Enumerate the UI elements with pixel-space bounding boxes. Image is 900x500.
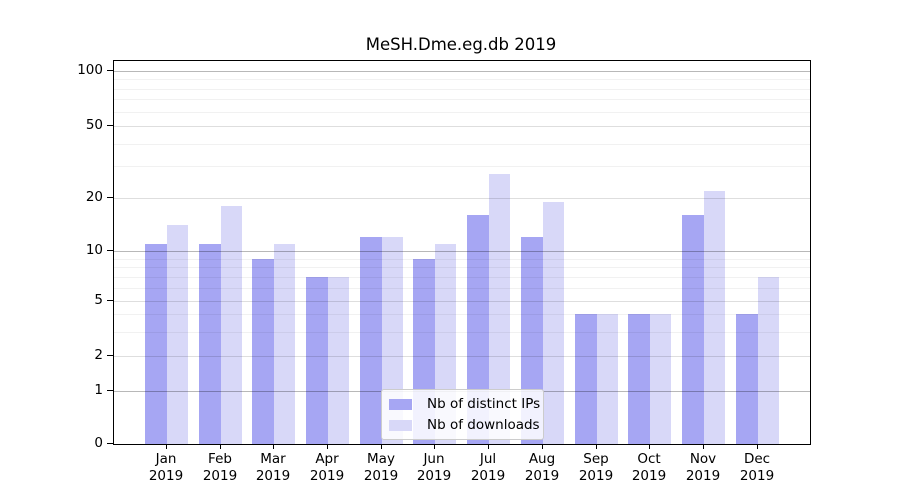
y-gridline-minor-7 bbox=[114, 277, 810, 278]
bar-downloads-nov bbox=[704, 191, 725, 444]
y-gridline-minor-8 bbox=[114, 267, 810, 268]
x-tick-label-apr: Apr 2019 bbox=[309, 451, 345, 484]
x-tick-label-jun: Jun 2019 bbox=[416, 451, 452, 484]
y-tick-label-1: 1 bbox=[94, 382, 103, 398]
y-gridline-minor-9 bbox=[114, 259, 810, 260]
y-gridline-minor-30 bbox=[114, 166, 810, 167]
x-tick-label-oct: Oct 2019 bbox=[631, 451, 667, 484]
y-gridline-minor-4 bbox=[114, 314, 810, 315]
y-gridline-minor-90 bbox=[114, 79, 810, 80]
y-tick-5 bbox=[107, 300, 113, 302]
bar-downloads-mar bbox=[274, 244, 295, 444]
y-tick-label-100: 100 bbox=[77, 62, 103, 78]
x-tick-dec bbox=[757, 444, 759, 449]
x-tick-mar bbox=[273, 444, 275, 449]
bar-downloads-apr bbox=[328, 277, 349, 444]
legend-swatch-downloads bbox=[389, 419, 412, 431]
x-tick-aug bbox=[542, 444, 544, 449]
bar-distinct-ips-jan bbox=[145, 244, 167, 444]
legend-item-distinct-ips: Nb of distinct IPs bbox=[389, 396, 540, 412]
legend: Nb of distinct IPs Nb of downloads bbox=[381, 389, 544, 440]
x-tick-label-jan: Jan 2019 bbox=[148, 451, 184, 484]
x-tick-may bbox=[381, 444, 383, 449]
y-tick-100 bbox=[107, 70, 113, 72]
bar-downloads-feb bbox=[221, 206, 242, 444]
y-gridline-medium-20 bbox=[114, 198, 810, 199]
x-tick-jul bbox=[488, 444, 490, 449]
bar-distinct-ips-sep bbox=[575, 314, 597, 444]
y-gridline-minor-3 bbox=[114, 332, 810, 333]
y-gridline-medium-2 bbox=[114, 356, 810, 357]
x-tick-oct bbox=[649, 444, 651, 449]
x-tick-label-nov: Nov 2019 bbox=[685, 451, 721, 484]
y-tick-label-10: 10 bbox=[85, 242, 103, 258]
y-gridline-major-10 bbox=[114, 251, 810, 252]
y-tick-label-20: 20 bbox=[85, 189, 103, 205]
x-tick-nov bbox=[703, 444, 705, 449]
x-tick-feb bbox=[220, 444, 222, 449]
chart-title: MeSH.Dme.eg.db 2019 bbox=[365, 35, 557, 54]
x-tick-label-aug: Aug 2019 bbox=[524, 451, 560, 484]
legend-label-distinct-ips: Nb of distinct IPs bbox=[427, 396, 541, 412]
y-tick-10 bbox=[107, 250, 113, 252]
x-tick-label-sep: Sep 2019 bbox=[578, 451, 614, 484]
x-tick-apr bbox=[327, 444, 329, 449]
bar-distinct-ips-jul bbox=[467, 215, 489, 444]
bar-downloads-jul bbox=[489, 174, 510, 444]
y-gridline-medium-5 bbox=[114, 301, 810, 302]
x-tick-jun bbox=[434, 444, 436, 449]
bar-distinct-ips-mar bbox=[252, 259, 274, 444]
legend-label-downloads: Nb of downloads bbox=[427, 417, 540, 433]
y-tick-20 bbox=[107, 197, 113, 199]
x-tick-label-mar: Mar 2019 bbox=[255, 451, 291, 484]
x-tick-sep bbox=[596, 444, 598, 449]
y-gridline-minor-70 bbox=[114, 99, 810, 100]
bar-distinct-ips-feb bbox=[199, 244, 221, 444]
x-tick-label-dec: Dec 2019 bbox=[739, 451, 775, 484]
x-tick-label-jul: Jul 2019 bbox=[470, 451, 506, 484]
y-gridline-medium-50 bbox=[114, 126, 810, 127]
bar-distinct-ips-oct bbox=[628, 314, 650, 444]
y-gridline-minor-80 bbox=[114, 89, 810, 90]
y-gridline-minor-40 bbox=[114, 144, 810, 145]
y-tick-label-2: 2 bbox=[94, 347, 103, 363]
bar-distinct-ips-dec bbox=[736, 314, 758, 444]
x-tick-label-may: May 2019 bbox=[363, 451, 399, 484]
legend-item-downloads: Nb of downloads bbox=[389, 417, 540, 433]
legend-swatch-distinct-ips bbox=[389, 398, 412, 410]
y-tick-50 bbox=[107, 125, 113, 127]
bar-downloads-jan bbox=[167, 225, 188, 444]
x-tick-jan bbox=[166, 444, 168, 449]
y-gridline-minor-60 bbox=[114, 112, 810, 113]
bar-downloads-oct bbox=[650, 314, 671, 444]
y-tick-label-0: 0 bbox=[94, 435, 103, 451]
y-tick-0 bbox=[107, 443, 113, 445]
y-tick-2 bbox=[107, 355, 113, 357]
bar-distinct-ips-may bbox=[360, 237, 382, 444]
y-tick-label-50: 50 bbox=[85, 117, 103, 133]
y-gridline-minor-6 bbox=[114, 288, 810, 289]
y-tick-label-5: 5 bbox=[94, 292, 103, 308]
bar-distinct-ips-apr bbox=[306, 277, 328, 444]
y-gridline-major-100 bbox=[114, 71, 810, 72]
bar-downloads-aug bbox=[543, 202, 564, 444]
bar-downloads-dec bbox=[758, 277, 779, 444]
plot-area: Nb of distinct IPs Nb of downloads bbox=[113, 60, 811, 445]
x-tick-label-feb: Feb 2019 bbox=[202, 451, 238, 484]
y-tick-1 bbox=[107, 390, 113, 392]
bar-downloads-sep bbox=[597, 314, 618, 444]
bar-distinct-ips-nov bbox=[682, 215, 704, 444]
